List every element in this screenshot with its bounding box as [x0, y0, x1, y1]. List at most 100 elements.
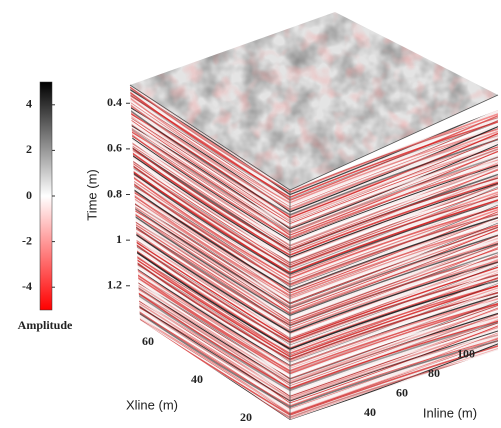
reflector — [130, 168, 290, 274]
colorbar-tick-label: 0 — [26, 188, 32, 202]
reflector — [290, 307, 498, 386]
right-reflectors — [290, 110, 498, 420]
reflector — [130, 186, 290, 290]
xline-tick-label: 60 — [142, 334, 154, 348]
inline-axis-label: Inline (m) — [423, 405, 477, 420]
reflector — [130, 91, 290, 198]
reflector — [130, 178, 290, 283]
reflector — [130, 136, 290, 241]
reflector — [130, 121, 290, 227]
reflector — [130, 92, 290, 199]
reflector — [290, 277, 498, 349]
reflector — [130, 111, 290, 217]
reflector — [290, 322, 498, 397]
reflector — [130, 222, 290, 326]
reflector — [130, 313, 290, 415]
reflector — [290, 265, 498, 346]
reflector — [290, 229, 498, 311]
reflector — [130, 296, 290, 399]
reflector — [290, 165, 498, 247]
reflector — [130, 186, 290, 291]
reflector — [130, 127, 290, 234]
colorbar-tick-label: 4 — [26, 97, 32, 111]
reflector — [290, 126, 498, 213]
reflector — [130, 161, 290, 266]
reflector — [130, 289, 290, 392]
reflector — [130, 86, 290, 193]
reflector — [130, 228, 290, 332]
time-tick-label: 0.4 — [107, 95, 122, 109]
reflector — [290, 285, 498, 355]
xline-tick-label: 40 — [191, 372, 203, 386]
reflector — [130, 213, 290, 317]
inline-tick-label: 80 — [428, 366, 440, 380]
reflector — [290, 146, 498, 221]
reflector — [290, 248, 498, 324]
reflector — [130, 218, 290, 322]
reflector — [130, 133, 290, 239]
reflector — [290, 261, 498, 339]
reflector — [130, 150, 290, 256]
reflector — [130, 290, 290, 392]
reflector — [130, 262, 290, 366]
inline-tick-label: 100 — [457, 346, 475, 360]
reflector — [290, 130, 498, 211]
time-tick-label: 1.2 — [107, 278, 122, 292]
reflector — [290, 229, 498, 307]
colorbar — [39, 81, 53, 311]
reflector — [130, 229, 290, 333]
colorbar-tick-label: -2 — [22, 233, 32, 247]
inline-tick-label: 40 — [364, 405, 376, 419]
reflector — [130, 264, 290, 367]
reflector — [130, 203, 290, 307]
reflector — [290, 234, 498, 309]
reflector — [130, 156, 290, 262]
reflector — [290, 247, 498, 328]
reflector — [290, 253, 498, 332]
reflector — [130, 279, 290, 382]
reflector — [130, 227, 290, 332]
reflector — [290, 115, 498, 201]
reflector — [290, 320, 498, 389]
reflector — [290, 183, 498, 264]
reflector — [130, 299, 290, 401]
inline-tick-label: 60 — [396, 385, 408, 399]
reflector — [130, 139, 290, 245]
reflector — [290, 186, 498, 271]
reflector — [130, 101, 290, 208]
reflector — [130, 94, 290, 201]
reflector — [130, 145, 290, 251]
time-tick-label: 1 — [116, 232, 122, 246]
reflector — [130, 115, 290, 221]
reflector — [290, 159, 498, 234]
reflector — [130, 169, 290, 274]
reflector — [290, 302, 498, 372]
reflector — [290, 297, 498, 367]
cube — [129, 12, 499, 420]
reflector — [290, 259, 498, 332]
reflector — [130, 118, 290, 224]
reflector — [130, 170, 290, 275]
reflector — [130, 300, 290, 402]
reflector — [290, 148, 498, 229]
reflector — [130, 269, 290, 372]
reflector — [290, 201, 498, 282]
reflector — [130, 239, 290, 343]
reflector — [130, 127, 290, 232]
time-tick-label: 0.8 — [107, 186, 122, 200]
reflector — [130, 192, 290, 297]
reflector — [290, 218, 498, 299]
reflector — [130, 163, 290, 268]
reflector — [290, 128, 498, 204]
reflector — [130, 204, 290, 309]
reflector — [130, 310, 290, 412]
reflector — [290, 337, 498, 414]
reflector — [290, 284, 498, 358]
reflector — [130, 271, 290, 375]
reflector — [290, 308, 498, 382]
xline-tick-label: 20 — [240, 410, 252, 424]
reflector — [130, 212, 290, 316]
reflector — [290, 330, 498, 402]
reflector — [130, 220, 290, 324]
